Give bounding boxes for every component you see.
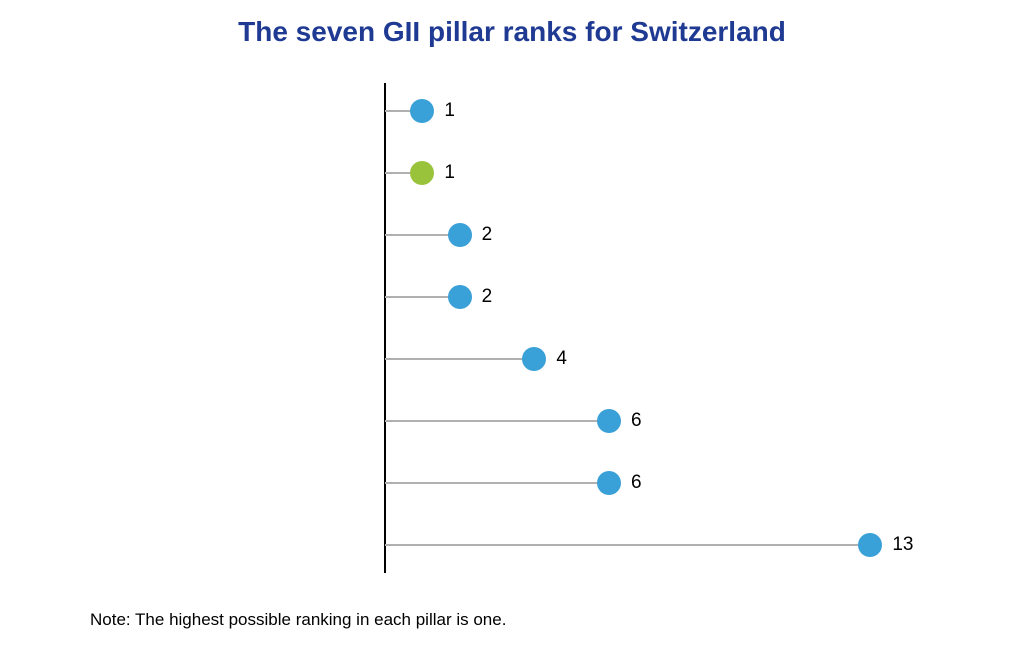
lollipop-dot — [858, 533, 882, 557]
lollipop-dot — [597, 471, 621, 495]
row-value: 1 — [444, 100, 455, 122]
lollipop-stem — [385, 420, 609, 422]
row-value: 4 — [556, 348, 567, 370]
row-value: 2 — [482, 286, 493, 308]
lollipop-dot — [448, 223, 472, 247]
lollipop-dot — [410, 161, 434, 185]
chart-container: The seven GII pillar ranks for Switzerla… — [0, 0, 1024, 655]
lollipop-stem — [385, 358, 534, 360]
row-value: 1 — [444, 162, 455, 184]
row-value: 13 — [892, 534, 913, 556]
y-axis — [384, 83, 386, 573]
row-value: 6 — [631, 472, 642, 494]
lollipop-stem — [385, 482, 609, 484]
chart-note: Note: The highest possible ranking in ea… — [90, 610, 506, 630]
lollipop-dot — [522, 347, 546, 371]
row-value: 6 — [631, 410, 642, 432]
lollipop-dot — [410, 99, 434, 123]
lollipop-stem — [385, 544, 870, 546]
row-value: 2 — [482, 224, 493, 246]
chart-title: The seven GII pillar ranks for Switzerla… — [0, 16, 1024, 48]
lollipop-dot — [448, 285, 472, 309]
lollipop-dot — [597, 409, 621, 433]
